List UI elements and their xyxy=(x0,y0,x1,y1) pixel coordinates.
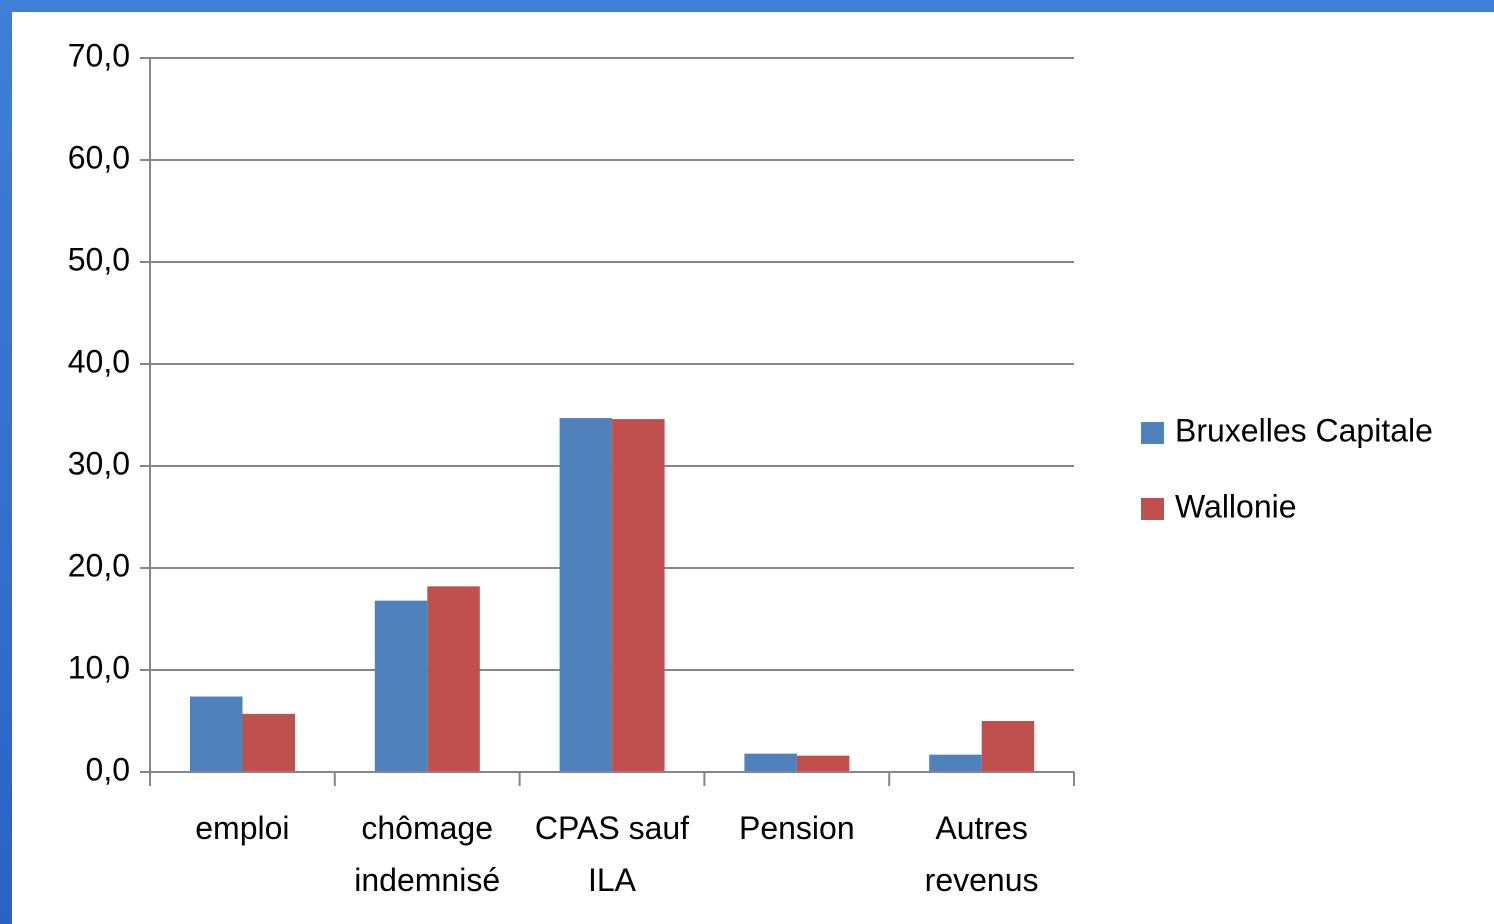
x-tick-label: emploi xyxy=(195,810,290,846)
y-tick-label: 40,0 xyxy=(68,343,130,379)
bar xyxy=(796,755,850,772)
y-tick-label: 70,0 xyxy=(68,37,130,73)
bar xyxy=(929,754,982,772)
bar xyxy=(190,696,243,772)
y-tick-label: 30,0 xyxy=(68,445,130,481)
legend-swatch xyxy=(1141,422,1164,444)
y-tick-label: 0,0 xyxy=(86,751,130,787)
y-tick-label: 10,0 xyxy=(68,649,130,685)
y-tick-label: 60,0 xyxy=(68,139,130,175)
x-tick-label: CPAS sauf ILA xyxy=(534,810,690,898)
bar xyxy=(427,586,480,772)
bar xyxy=(981,721,1035,772)
legend-swatch xyxy=(1141,498,1164,520)
legend-label: Bruxelles Capitale xyxy=(1175,412,1433,448)
bar xyxy=(374,600,428,772)
bar xyxy=(559,418,613,772)
y-tick-label: 50,0 xyxy=(68,241,130,277)
x-tick-label: Pension xyxy=(738,810,855,846)
legend-label: Wallonie xyxy=(1175,488,1297,524)
y-tick-label: 20,0 xyxy=(68,547,130,583)
bar xyxy=(744,753,797,772)
x-tick-label: Autres revenus xyxy=(924,810,1039,898)
bar xyxy=(612,419,665,772)
bar xyxy=(242,713,295,772)
x-tick-label: chômage indemnisé xyxy=(354,810,501,898)
